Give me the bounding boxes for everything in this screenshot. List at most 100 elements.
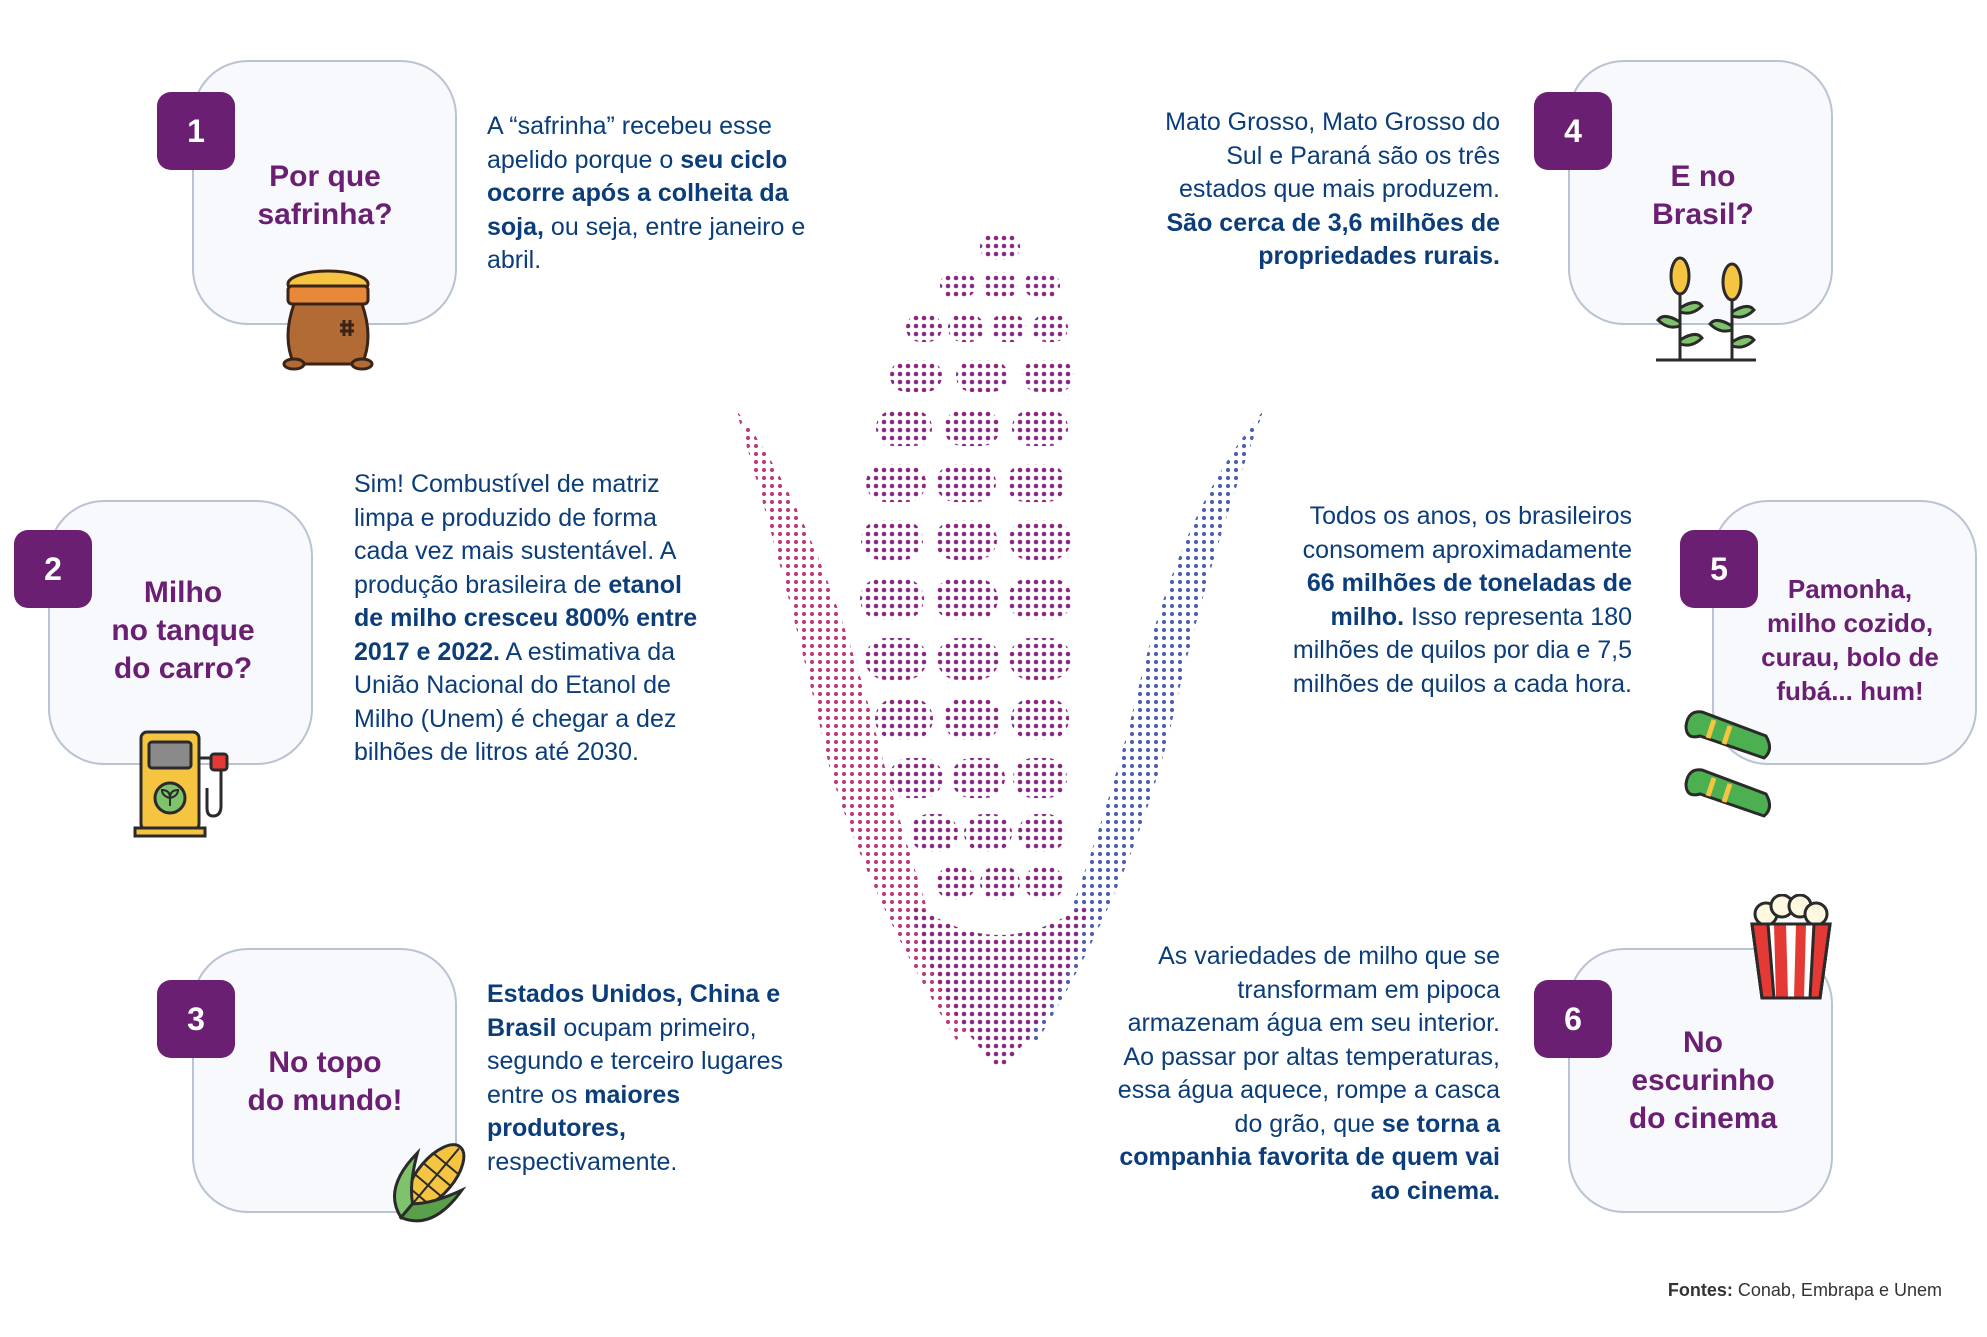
card-3-title-line: do mundo! xyxy=(247,1084,403,1117)
card-4 xyxy=(1568,60,1833,325)
corn-kernel xyxy=(1009,638,1071,680)
corn-kernel xyxy=(861,520,923,560)
corn-kernel xyxy=(956,360,1008,392)
corn-kernel xyxy=(982,272,1018,298)
text-segment: Isso representa 180 milhões de quilos po… xyxy=(1292,602,1632,698)
corn-kernel xyxy=(1018,814,1066,852)
text-segment: A “safrinha” recebeu esse apelido porque… xyxy=(487,112,772,174)
text-segment: A estimativa da União Nacional do Etanol… xyxy=(354,637,677,767)
corn-kernel xyxy=(934,578,998,620)
card-3-title: No topo do mundo! xyxy=(220,1044,430,1120)
corn-kernel xyxy=(1024,866,1064,900)
card-1-title-line: safrinha? xyxy=(257,198,393,231)
card-6-title-line: escurinho xyxy=(1631,1064,1775,1097)
corn-plants-icon xyxy=(1656,256,1756,362)
corn-kernel xyxy=(910,814,958,852)
corn-kernel xyxy=(865,638,927,680)
text-segment: Estados Unidos, China e Brasil xyxy=(487,980,781,1042)
card-5-text: Todos os anos, os brasileiros consomem a… xyxy=(1290,500,1632,701)
corn-kernel xyxy=(1024,272,1060,298)
corn-kernel xyxy=(1022,360,1074,392)
corn-kernel xyxy=(1012,410,1068,446)
popcorn-icon xyxy=(1750,894,1832,1000)
corn-kernel xyxy=(906,314,942,342)
card-4-title-line: Brasil? xyxy=(1652,198,1754,231)
text-segment: ou seja, entre janeiro e abril. xyxy=(487,212,806,275)
corn-kernel xyxy=(1009,520,1071,560)
corn-kernel xyxy=(1006,464,1066,502)
card-4-text: Mato Grosso, Mato Grosso do Sul e Paraná… xyxy=(1164,106,1500,274)
corn-kernel xyxy=(866,464,926,502)
card-1-text: A “safrinha” recebeu esse apelido porque… xyxy=(487,110,817,278)
text-segment: 66 milhões de toneladas de milho. xyxy=(1306,569,1632,631)
card-2 xyxy=(48,500,313,765)
card-6-title-line: No xyxy=(1683,1026,1723,1059)
card-4-title-line: E no xyxy=(1670,160,1736,193)
corn-kernel xyxy=(876,410,932,446)
corn-kernel xyxy=(948,314,984,342)
text-segment: respectivamente. xyxy=(487,1147,678,1176)
pamonha-icon xyxy=(1684,710,1771,818)
corn-kernel xyxy=(990,314,1026,342)
corn-kernel xyxy=(890,360,942,392)
text-segment: Mato Grosso, Mato Grosso do Sul e Paraná… xyxy=(1165,108,1500,203)
text-segment: se torna a companhia favorita de quem va… xyxy=(1119,1109,1500,1205)
card-4-title: E no Brasil? xyxy=(1598,158,1808,234)
corn-kernel xyxy=(937,638,999,680)
sources-value: Conab, Embrapa e Unem xyxy=(1732,1280,1942,1300)
corn-cob-icon xyxy=(393,1143,467,1223)
text-segment: São cerca de 3,6 milhões de propriedades… xyxy=(1166,208,1501,271)
card-6-title: No escurinho do cinema xyxy=(1598,1024,1808,1138)
sources-footnote: Fontes: Conab, Embrapa e Unem xyxy=(1668,1280,1942,1301)
corn-kernel xyxy=(980,866,1020,900)
text-segment: Sim! Combustível de matriz limpa e produ… xyxy=(354,470,676,599)
card-5-title-line: Pamonha, xyxy=(1787,574,1913,604)
card-5-title-line: fubá... hum! xyxy=(1776,676,1924,706)
corn-kernel xyxy=(951,758,1005,798)
card-2-title-line: no tanque xyxy=(111,614,255,647)
sources-label: Fontes: xyxy=(1667,1280,1733,1300)
fuel-pump-icon xyxy=(133,730,229,838)
corn-kernel xyxy=(875,698,933,740)
card-2-title-line: do carro? xyxy=(113,652,253,685)
number-badge-4: 4 xyxy=(1534,92,1612,170)
corn-kernel xyxy=(936,866,976,900)
card-2-text: Sim! Combustível de matriz limpa e produ… xyxy=(354,468,699,770)
grain-sack-icon xyxy=(282,269,374,371)
number-badge-6: 6 xyxy=(1534,980,1612,1058)
text-segment: maiores produtores, xyxy=(487,1080,681,1143)
text-segment: Todos os anos, os brasileiros consomem a… xyxy=(1302,502,1632,564)
dotted-corn-illustration xyxy=(736,234,1264,1070)
number-badge-3: 3 xyxy=(157,980,235,1058)
card-5-title: Pamonha, milho cozido, curau, bolo de fu… xyxy=(1745,572,1955,708)
number-badge-5: 5 xyxy=(1680,530,1758,608)
card-6-text: As variedades de milho que se transforma… xyxy=(1112,940,1500,1208)
card-2-title-line: Milho xyxy=(143,576,223,609)
card-5-title-line: milho cozido, xyxy=(1766,608,1934,638)
card-3-title-line: No topo xyxy=(268,1046,382,1079)
corn-kernel xyxy=(935,520,997,560)
corn-kernel xyxy=(1011,698,1069,740)
corn-kernel xyxy=(889,758,943,798)
card-5-title-line: curau, bolo de xyxy=(1761,642,1939,672)
corn-kernel xyxy=(944,410,1000,446)
corn-kernel xyxy=(1008,578,1072,620)
corn-kernel xyxy=(1013,758,1067,798)
number-badge-2: 2 xyxy=(14,530,92,608)
text-segment: etanol de milho cresceu 800% entre 2017 … xyxy=(354,570,698,666)
corn-kernel xyxy=(980,234,1020,260)
card-1-title: Por que safrinha? xyxy=(220,158,430,234)
corn-kernel xyxy=(860,578,924,620)
card-1-title-line: Por que xyxy=(269,160,381,193)
corn-kernel xyxy=(936,464,996,502)
text-segment: seu ciclo ocorre após a colheita da soja… xyxy=(487,145,789,241)
card-6-title-line: do cinema xyxy=(1628,1102,1778,1135)
corn-kernel xyxy=(943,698,1001,740)
text-segment: As variedades de milho que se transforma… xyxy=(1117,942,1500,1138)
number-badge-1: 1 xyxy=(157,92,235,170)
card-2-title: Milho no tanque do carro? xyxy=(78,574,288,688)
corn-kernel xyxy=(964,814,1012,852)
card-3-text: Estados Unidos, China e Brasil ocupam pr… xyxy=(487,978,817,1179)
corn-kernel xyxy=(1032,314,1068,342)
text-segment: ocupam primeiro, segundo e terceiro luga… xyxy=(487,1013,784,1109)
